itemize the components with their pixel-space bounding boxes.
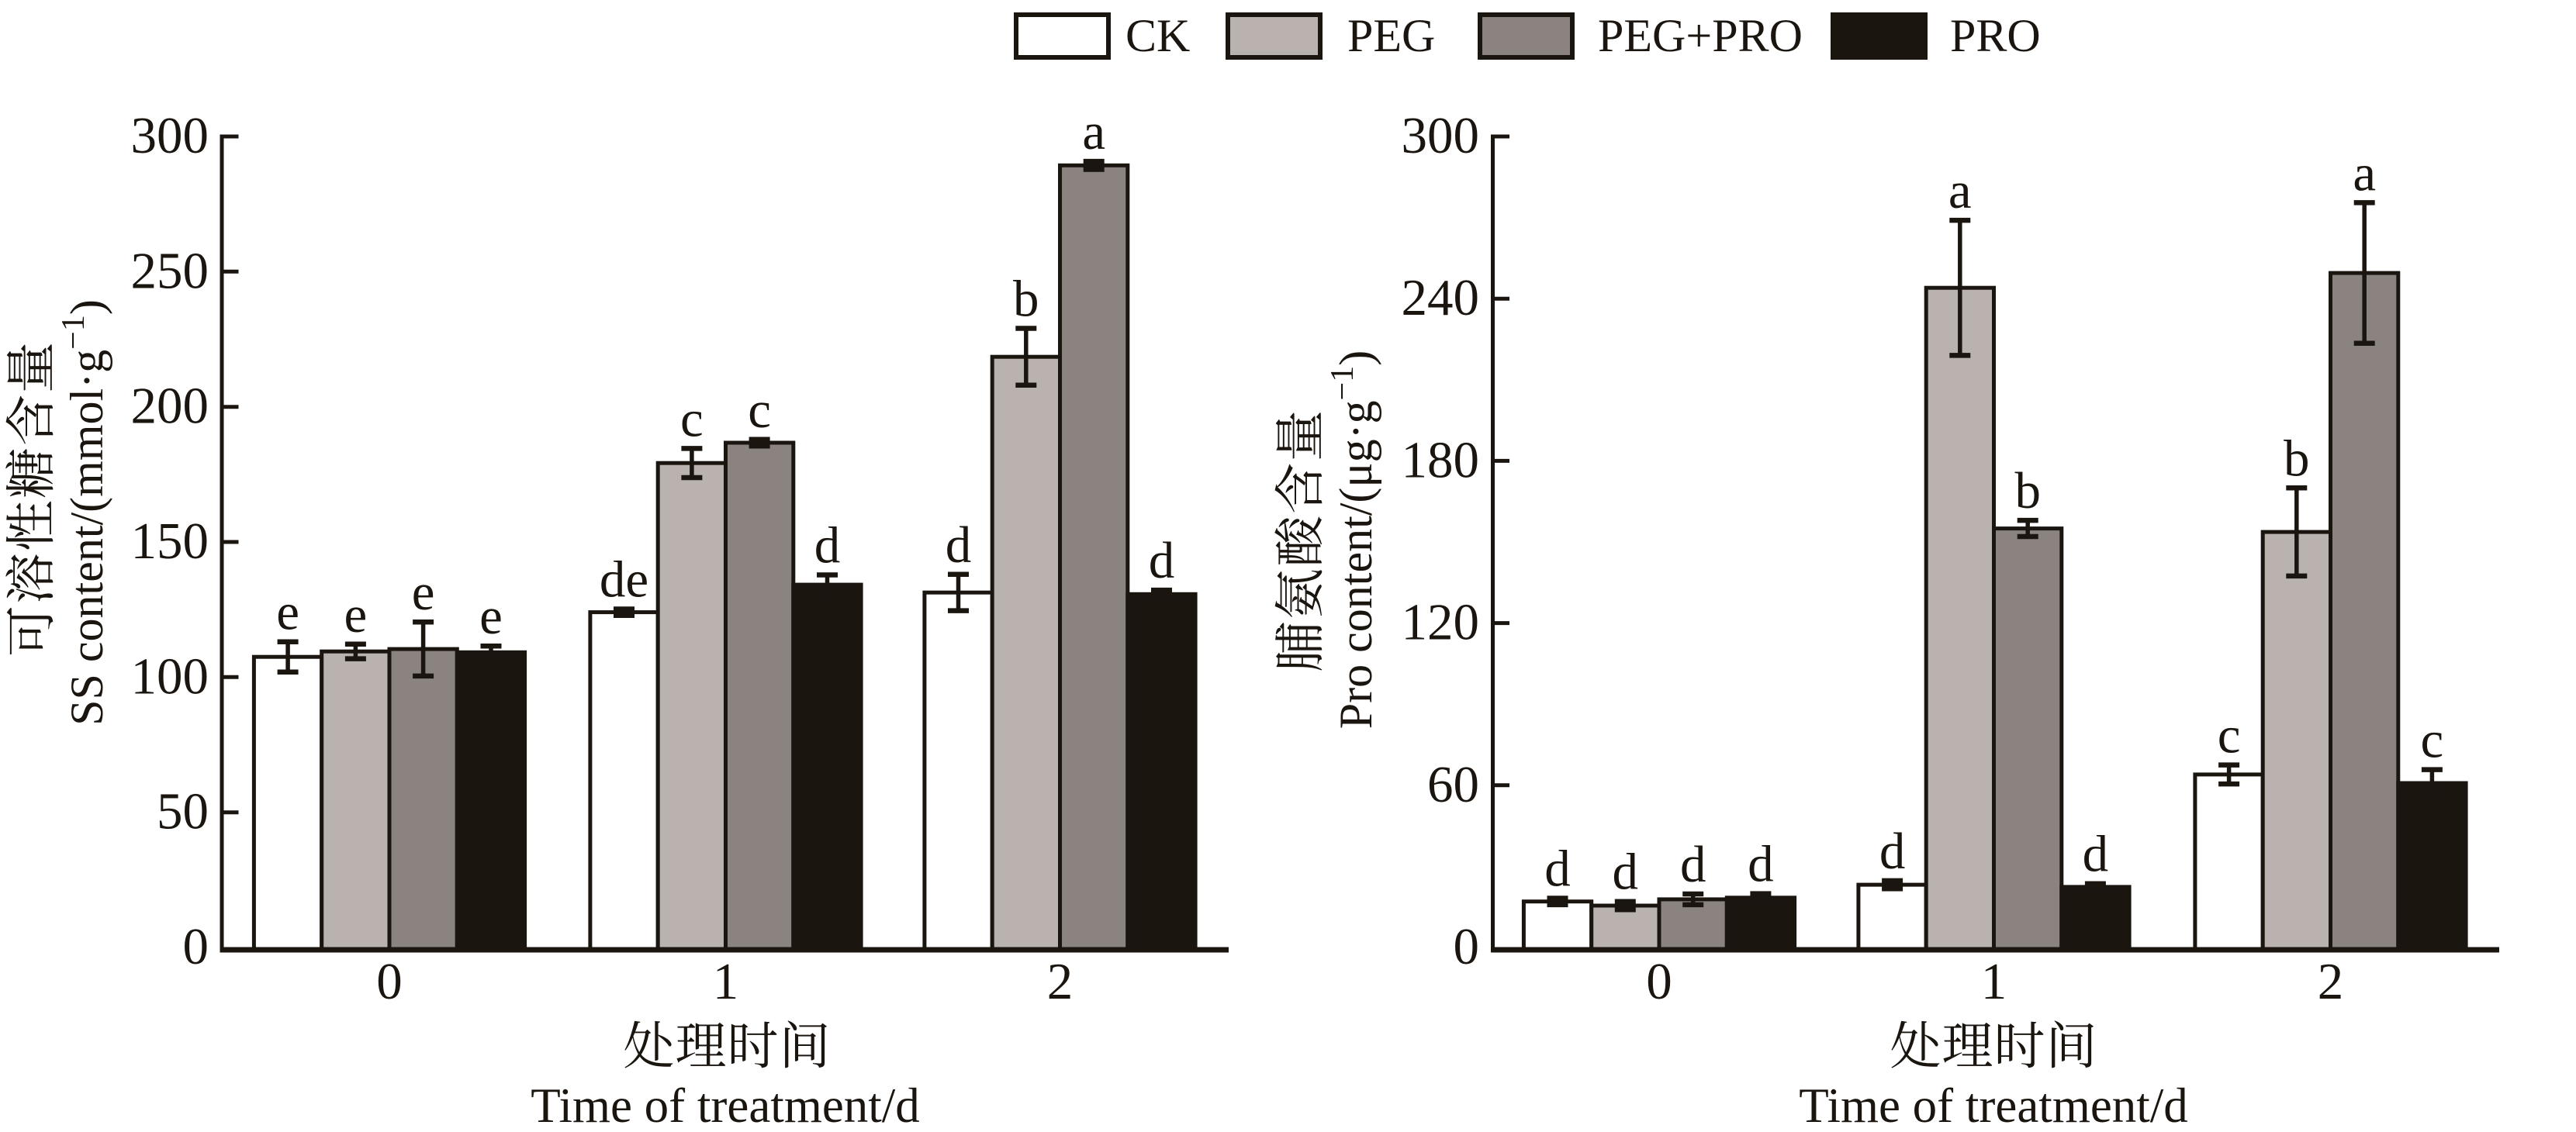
svg-text:300: 300 [1402, 107, 1480, 164]
svg-text:d: d [1544, 840, 1571, 898]
svg-text:c: c [2421, 712, 2444, 769]
svg-text:d: d [814, 517, 841, 575]
svg-text:150: 150 [131, 513, 209, 570]
svg-text:Time of treatment/d: Time of treatment/d [531, 1079, 920, 1132]
svg-text:50: 50 [157, 783, 209, 840]
svg-text:0: 0 [1454, 918, 1480, 975]
svg-text:240: 240 [1402, 269, 1480, 326]
svg-text:PEG+PRO: PEG+PRO [1598, 10, 1803, 61]
svg-text:2: 2 [2318, 953, 2344, 1010]
svg-text:d: d [946, 516, 972, 574]
svg-text:c: c [748, 381, 771, 439]
svg-text:d: d [1680, 836, 1706, 893]
svg-text:d: d [1613, 844, 1639, 901]
svg-text:0: 0 [376, 953, 403, 1010]
svg-text:d: d [1149, 532, 1175, 589]
svg-text:0: 0 [183, 918, 209, 975]
svg-text:d: d [1879, 823, 1906, 880]
svg-text:60: 60 [1427, 756, 1479, 813]
svg-text:Pro content/(μg·g−1): Pro content/(μg·g−1) [1325, 350, 1381, 729]
svg-text:120: 120 [1402, 594, 1480, 651]
svg-text:180: 180 [1402, 431, 1480, 488]
svg-text:d: d [2083, 826, 2109, 883]
svg-text:c: c [2218, 707, 2241, 764]
svg-text:e: e [276, 584, 299, 641]
svg-text:1: 1 [1981, 953, 2007, 1010]
svg-text:b: b [2284, 430, 2310, 487]
svg-text:0: 0 [1646, 953, 1672, 1010]
svg-text:a: a [2353, 144, 2376, 202]
svg-text:100: 100 [131, 647, 209, 705]
svg-text:e: e [479, 588, 503, 645]
svg-text:CK: CK [1125, 10, 1190, 61]
svg-text:a: a [1082, 103, 1105, 160]
svg-text:1: 1 [713, 953, 739, 1010]
svg-text:250: 250 [131, 242, 209, 299]
svg-text:de: de [600, 551, 648, 609]
svg-text:PRO: PRO [1950, 10, 2041, 61]
svg-text:300: 300 [131, 107, 209, 164]
svg-text:b: b [1013, 271, 1039, 328]
svg-text:d: d [1748, 836, 1774, 893]
svg-text:2: 2 [1047, 953, 1074, 1010]
svg-text:e: e [412, 564, 435, 621]
svg-text:200: 200 [131, 378, 209, 435]
svg-text:Time of treatment/d: Time of treatment/d [1799, 1079, 2188, 1132]
svg-text:c: c [680, 390, 704, 447]
svg-text:e: e [344, 586, 368, 644]
svg-text:a: a [1948, 162, 1972, 219]
svg-text:SS content/(mmol·g−1): SS content/(mmol·g−1) [56, 299, 112, 726]
svg-text:b: b [2014, 462, 2041, 519]
svg-text:PEG: PEG [1347, 10, 1435, 61]
